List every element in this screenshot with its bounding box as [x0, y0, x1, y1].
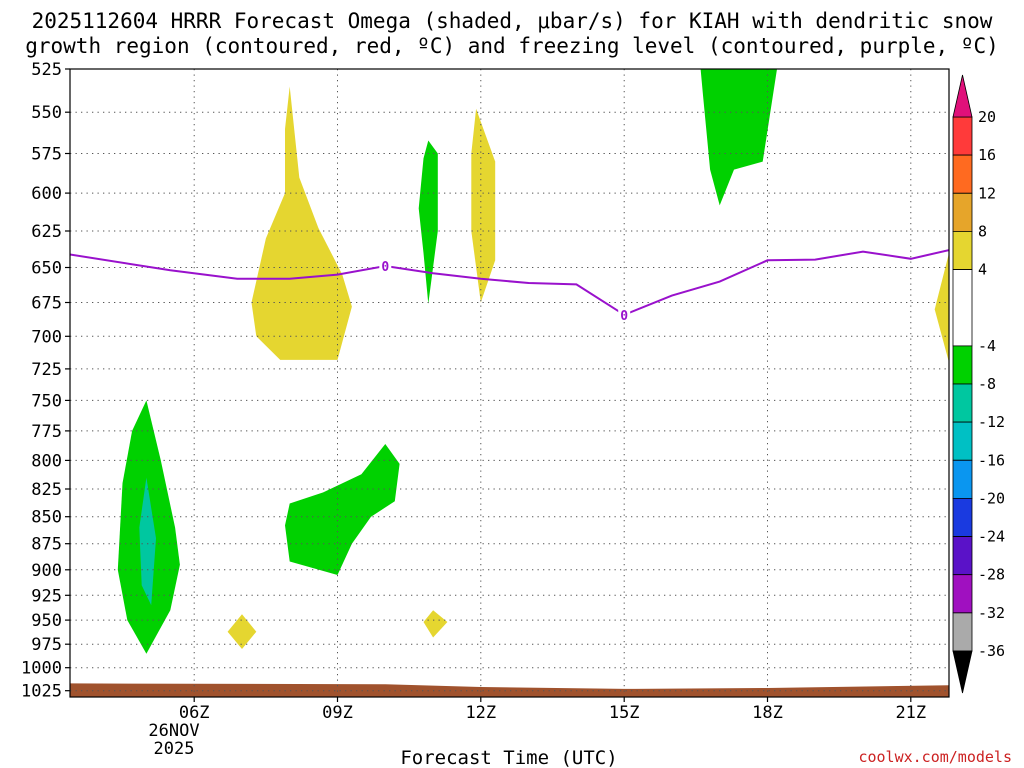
y-tick-label-775: 775 — [31, 422, 62, 442]
colorbar-top-arrow — [952, 74, 973, 118]
colorbar-label-8: 8 — [978, 222, 987, 240]
colorbar-bin-4-to-8 — [952, 230, 973, 270]
date-label-year: 2025 — [154, 739, 195, 759]
y-tick-label-925: 925 — [31, 586, 62, 606]
colorbar-bin--24-to--20 — [952, 497, 973, 537]
colorbar-bin--36-to--32 — [952, 612, 973, 652]
y-tick-label-650: 650 — [31, 259, 62, 279]
y-tick-label-600: 600 — [31, 184, 62, 204]
credit-link[interactable]: coolwx.com/models — [858, 748, 1012, 766]
y-tick-label-625: 625 — [31, 222, 62, 242]
colorbar-bin-12-to-16 — [952, 154, 973, 194]
colorbar-label-16: 16 — [978, 146, 996, 164]
x-tick-label-21Z: 21Z — [895, 703, 926, 723]
colorbar-label--12: -12 — [978, 413, 1005, 431]
y-tick-label-725: 725 — [31, 360, 62, 380]
colorbar-label-12: 12 — [978, 184, 996, 202]
y-tick-label-700: 700 — [31, 327, 62, 347]
y-tick-label-825: 825 — [31, 480, 62, 500]
plot-frame — [69, 68, 950, 698]
colorbar-bin--12-to--8 — [952, 383, 973, 423]
chart-title-line2: growth region (contoured, red, ºC) and f… — [25, 34, 999, 58]
omega-region-4 — [423, 610, 448, 638]
y-tick-label-1000: 1000 — [21, 659, 62, 679]
y-tick-label-850: 850 — [31, 508, 62, 528]
omega-colorbar: 20 16 12 8 4 -4 -8 -12 -16 -20 -24 -28 -32 -36 — [952, 74, 1005, 694]
colorbar-label-4: 4 — [978, 261, 987, 279]
colorbar-label--24: -24 — [978, 528, 1005, 546]
colorbar-label--4: -4 — [978, 337, 996, 355]
colorbar-bin--28-to--24 — [952, 536, 973, 576]
y-tick-label-550: 550 — [31, 103, 62, 123]
y-tick-label-675: 675 — [31, 294, 62, 314]
colorbar-bin--8-to--4 — [952, 345, 973, 385]
colorbar-label--20: -20 — [978, 489, 1005, 507]
pressure-axis: 525 550 575 600 625 650 675 700 725 750 775 800 825 8… — [21, 60, 70, 702]
colorbar-label--28: -28 — [978, 566, 1005, 584]
y-tick-label-900: 900 — [31, 561, 62, 581]
freezing-level-line — [70, 249, 949, 316]
colorbar-bin--32-to--28 — [952, 574, 973, 614]
y-tick-label-525: 525 — [31, 60, 62, 80]
omega-region-0 — [251, 86, 352, 360]
ground-layer — [70, 683, 949, 697]
omega-region-9 — [139, 477, 156, 606]
chart-title-line1: 2025112604 HRRR Forecast Omega (shaded, … — [32, 9, 993, 33]
y-tick-label-750: 750 — [31, 391, 62, 411]
x-axis-label: Forecast Time (UTC) — [400, 747, 617, 768]
y-tick-label-975: 975 — [31, 635, 62, 655]
x-tick-label-09Z: 09Z — [322, 703, 353, 723]
omega-region-8 — [285, 444, 400, 575]
freezing-label-bg-1 — [618, 307, 631, 322]
y-tick-label-875: 875 — [31, 535, 62, 555]
y-tick-label-950: 950 — [31, 611, 62, 631]
ground-fill — [70, 683, 949, 697]
y-tick-label-575: 575 — [31, 145, 62, 165]
colorbar-bin--4-to-4 — [952, 269, 973, 347]
colorbar-bin--16-to--12 — [952, 421, 973, 461]
omega-region-1 — [471, 108, 496, 303]
colorbar-bin--20-to--16 — [952, 459, 973, 499]
colorbar-bin-16-to-20 — [952, 116, 973, 156]
omega-region-5 — [418, 140, 438, 304]
colorbar-label--36: -36 — [978, 642, 1005, 660]
date-label-day: 26NOV — [148, 721, 199, 741]
colorbar-label--32: -32 — [978, 604, 1005, 622]
y-tick-label-800: 800 — [31, 451, 62, 471]
colorbar-bin-8-to-12 — [952, 192, 973, 232]
freezing-level-contour: 00 — [70, 249, 949, 324]
time-axis: 06Z 09Z 12Z 15Z 18Z 21Z — [179, 697, 926, 723]
colorbar-label-20: 20 — [978, 108, 996, 126]
omega-region-3 — [227, 614, 257, 649]
freezing-level-label-0: 0 — [381, 260, 389, 275]
grid-lines — [70, 69, 949, 697]
colorbar-label--8: -8 — [978, 375, 996, 393]
x-tick-label-18Z: 18Z — [752, 703, 783, 723]
freezing-level-label-1: 0 — [620, 309, 628, 324]
colorbar-bottom-arrow — [952, 650, 973, 694]
x-tick-label-06Z: 06Z — [179, 703, 210, 723]
omega-region-2 — [934, 253, 949, 363]
colorbar-label--16: -16 — [978, 451, 1005, 469]
x-tick-label-15Z: 15Z — [609, 703, 640, 723]
omega-shaded-regions — [117, 69, 949, 654]
omega-region-6 — [700, 69, 777, 206]
y-tick-label-1025: 1025 — [21, 682, 62, 702]
freezing-label-bg-0 — [379, 259, 392, 273]
x-tick-label-12Z: 12Z — [465, 703, 496, 723]
